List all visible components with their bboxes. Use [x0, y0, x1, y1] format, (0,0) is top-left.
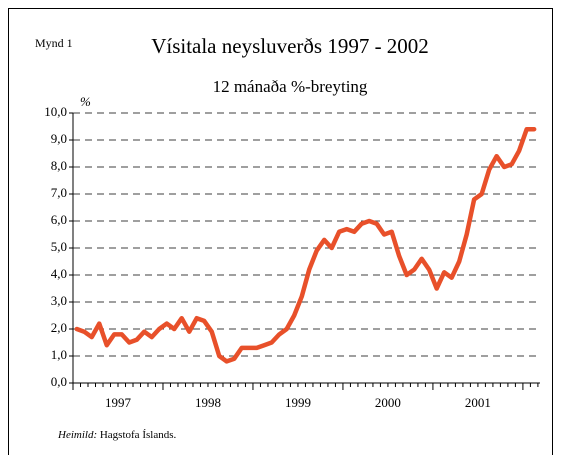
chart-title: Vísitala neysluverðs 1997 - 2002: [151, 34, 429, 58]
x-tick-label: 2000: [375, 395, 401, 410]
y-tick-label: 1,0: [51, 347, 67, 362]
y-tick-label: 2,0: [51, 320, 67, 335]
y-tick-label: 6,0: [51, 212, 67, 227]
y-tick-label: 8,0: [51, 158, 67, 173]
y-tick-label: 4,0: [51, 266, 67, 281]
frame: [8, 8, 553, 455]
x-tick-label: 2001: [465, 395, 491, 410]
x-tick-label: 1997: [105, 395, 132, 410]
source: Heimild: Hagstofa Íslands.: [57, 429, 176, 441]
y-tick-label: 5,0: [51, 239, 67, 254]
y-tick-label: 9,0: [51, 131, 67, 146]
y-axis-label: %: [80, 94, 91, 109]
data-line: [74, 126, 537, 364]
y-tick-label: 10,0: [44, 104, 67, 119]
y-tick-label: 3,0: [51, 293, 67, 308]
source-text: Hagstofa Íslands.: [100, 429, 177, 441]
y-tick-label: 7,0: [51, 185, 67, 200]
chart-subtitle: 12 mánaða %-breyting: [213, 77, 368, 96]
figure-label: Mynd 1: [35, 36, 73, 50]
x-tick-label: 1999: [285, 395, 311, 410]
y-tick-label: 0,0: [51, 374, 67, 389]
x-tick-label: 1998: [195, 395, 221, 410]
source-label: Heimild:: [57, 429, 97, 441]
